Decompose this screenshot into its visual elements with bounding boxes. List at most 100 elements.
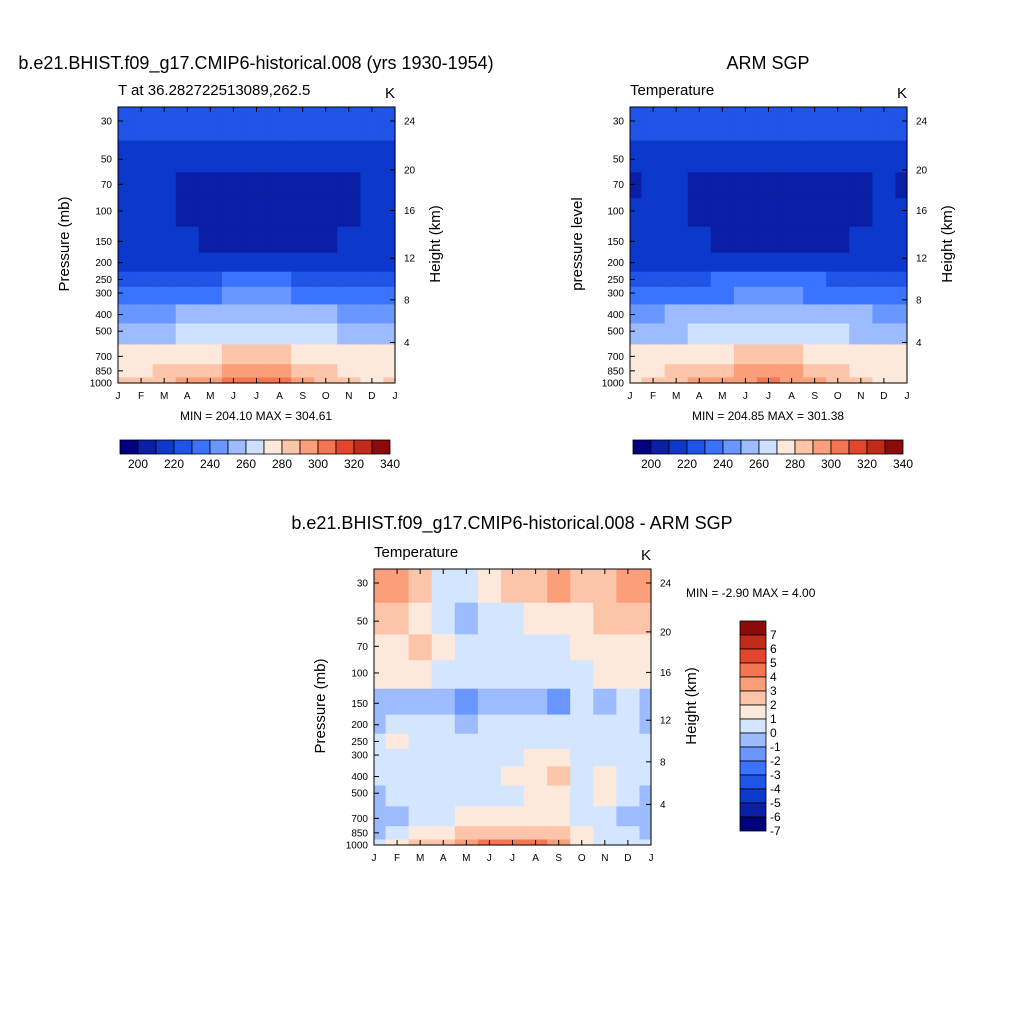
diff-cell <box>454 602 479 635</box>
obs-cell <box>630 376 643 384</box>
diff-x-tick-label: F <box>394 853 400 864</box>
diff-colorbar-label: 5 <box>770 656 777 670</box>
diff-cell <box>524 784 548 807</box>
diff-y-tick-label: 1000 <box>346 841 369 852</box>
model-cell <box>314 252 338 272</box>
diff-cell <box>500 765 525 786</box>
obs-cell <box>687 303 712 324</box>
obs-cell <box>733 363 758 378</box>
model-cell <box>152 363 177 378</box>
diff-colorbar-label: -3 <box>770 768 781 782</box>
diff-colorbar-label: 4 <box>770 670 777 684</box>
diff-cell <box>385 688 410 715</box>
model-cell <box>337 343 361 365</box>
obs-cell <box>710 286 735 305</box>
diff-cell <box>431 633 456 661</box>
diff-cell <box>385 659 410 689</box>
model-cell <box>244 171 269 199</box>
obs-cell <box>849 363 873 378</box>
obs-colorbar-label: 320 <box>857 457 877 471</box>
model-cell <box>383 197 396 227</box>
obs-colorbar-swatch <box>758 439 778 455</box>
model-cell <box>152 271 177 287</box>
diff-cell <box>454 633 479 661</box>
diff-cell <box>593 569 617 603</box>
obs-cell <box>664 303 689 324</box>
diff-cell <box>639 633 652 661</box>
diff-cell <box>374 602 387 635</box>
model-cell <box>314 271 338 287</box>
diff-colorbar-label: 7 <box>770 628 777 642</box>
obs-cell <box>687 226 712 253</box>
model-cell <box>221 252 246 272</box>
diff-cell <box>431 569 456 603</box>
obs-cell <box>895 343 908 365</box>
model-cell <box>268 226 292 253</box>
model-x-tick-label: M <box>206 391 214 402</box>
obs-cell <box>733 197 758 227</box>
diff-cell <box>547 733 571 749</box>
model-cell <box>360 140 385 173</box>
obs-cell <box>826 271 850 287</box>
model-colorbar-swatch <box>155 439 175 455</box>
diff-cell <box>385 569 410 603</box>
obs-cell <box>780 197 804 227</box>
model-x-tick-label: M <box>160 391 168 402</box>
diff-cell <box>593 784 617 807</box>
diff-x-tick-label: A <box>532 853 539 864</box>
diff-cell <box>500 825 525 840</box>
diff-cell <box>374 569 387 603</box>
diff-cell <box>639 569 652 603</box>
obs-cell <box>849 303 873 324</box>
diff-y-axis-label: Pressure (mb) <box>312 658 329 753</box>
diff-x-tick-label: J <box>510 853 515 864</box>
diff-cell <box>374 765 387 786</box>
diff-cell <box>454 748 479 767</box>
model-colorbar-swatch <box>173 439 193 455</box>
obs-cell <box>780 271 804 287</box>
diff-cell <box>570 748 594 767</box>
diff-cell <box>524 733 548 749</box>
obs-cell <box>641 271 666 287</box>
obs-cell <box>687 286 712 305</box>
model-cell <box>152 140 177 173</box>
diff-cell <box>431 659 456 689</box>
model-cell <box>337 226 361 253</box>
model-cell <box>175 286 200 305</box>
model-y2-tick-label: 12 <box>404 254 416 265</box>
model-cell <box>268 107 292 141</box>
diff-cell <box>593 602 617 635</box>
diff-cell <box>477 633 502 661</box>
model-cell <box>337 252 361 272</box>
model-cell <box>383 343 396 365</box>
obs-x-tick-label: N <box>857 391 864 402</box>
obs-cell <box>872 171 897 199</box>
model-cell <box>129 286 154 305</box>
diff-colorbar-label: 0 <box>770 726 777 740</box>
diff-colorbar-swatch <box>739 620 767 636</box>
obs-cell <box>780 107 804 141</box>
obs-cell <box>756 107 781 141</box>
diff-x-tick-label: M <box>462 853 470 864</box>
diff-cell <box>374 633 387 661</box>
model-y2-axis-label: Height (km) <box>427 205 444 283</box>
model-cell <box>337 271 361 287</box>
diff-colorbar-label: 2 <box>770 698 777 712</box>
model-cell <box>198 271 223 287</box>
diff-cell <box>616 602 641 635</box>
diff-cell <box>500 688 525 715</box>
obs-x-tick-label: J <box>743 391 748 402</box>
obs-cell <box>641 226 666 253</box>
model-cell <box>152 286 177 305</box>
model-cell <box>198 197 223 227</box>
obs-cell <box>664 271 689 287</box>
model-colorbar-swatch <box>353 439 373 455</box>
model-cell <box>152 197 177 227</box>
diff-colorbar-swatch <box>739 732 767 748</box>
obs-y-axis-label: pressure level <box>569 197 586 290</box>
obs-cell <box>710 363 735 378</box>
diff-cell <box>639 838 652 846</box>
diff-cell <box>374 659 387 689</box>
obs-cell <box>849 252 873 272</box>
obs-cell <box>895 107 908 141</box>
